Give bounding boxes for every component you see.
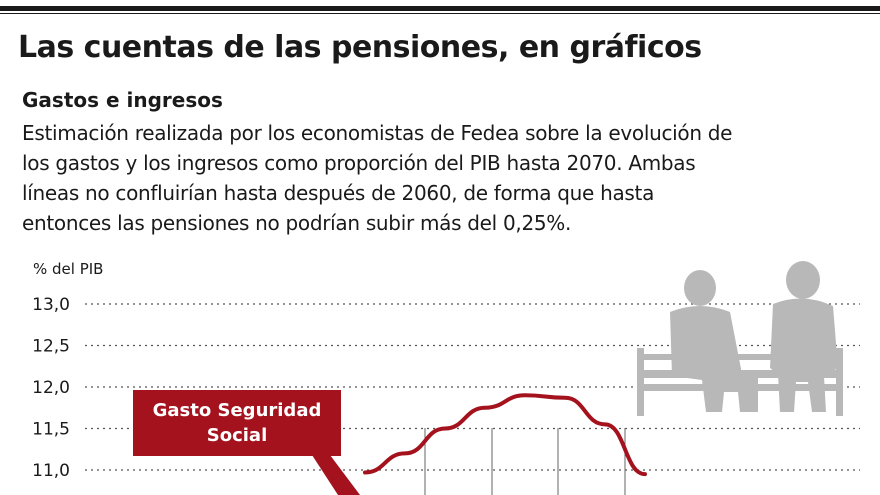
bench-back-rail <box>637 354 843 360</box>
y-tick-label: 12,0 <box>32 378 70 398</box>
callout-line: Gasto Seguridad <box>152 400 322 421</box>
person-body <box>770 298 838 412</box>
y-tick-label: 11,0 <box>32 461 70 481</box>
series-callout: Gasto Seguridad Social <box>133 390 341 456</box>
y-tick-label: 11,5 <box>32 420 70 440</box>
person-head <box>786 261 820 299</box>
header-rule <box>0 6 880 11</box>
callout-line: Social <box>206 425 268 446</box>
description-line: los gastos y los ingresos como proporció… <box>22 151 696 175</box>
page-title: Las cuentas de las pensiones, en gráfico… <box>18 30 702 65</box>
person-body <box>670 306 758 412</box>
bench-post <box>836 348 843 416</box>
elderly-couple-on-bench-icon <box>637 261 843 416</box>
person-head <box>684 270 716 306</box>
bench-post <box>637 348 644 416</box>
y-axis-label: % del PIB <box>33 260 103 278</box>
series-line-gasto-seguridad-social <box>363 393 647 477</box>
y-tick-label: 12,5 <box>32 337 70 357</box>
chart-description: Estimación realizada por los economistas… <box>22 118 862 238</box>
chart-series <box>363 393 647 477</box>
description-line: Estimación realizada por los economistas… <box>22 121 733 145</box>
description-line: entonces las pensiones no podrían subir … <box>22 211 572 235</box>
y-tick-label: 13,0 <box>32 295 70 315</box>
year-guides <box>424 428 626 495</box>
y-axis-ticks: 13,0 12,5 12,0 11,5 11,0 <box>32 295 70 481</box>
line-chart: % del PIB 13,0 12,5 12,0 11,5 11,0 <box>32 260 860 495</box>
header-rule-thin <box>0 13 880 14</box>
description-line: líneas no confluirían hasta después de 2… <box>22 181 655 205</box>
chart-subtitle: Gastos e ingresos <box>22 88 223 112</box>
